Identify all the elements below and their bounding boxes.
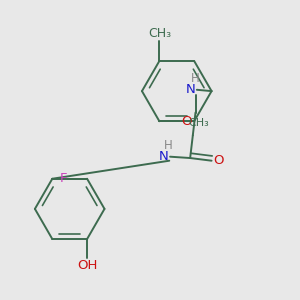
Text: CH₃: CH₃ [188, 118, 209, 128]
Text: CH₃: CH₃ [148, 27, 171, 40]
Text: N: N [159, 150, 169, 163]
Text: H: H [191, 72, 200, 85]
Text: H: H [164, 139, 173, 152]
Text: O: O [214, 154, 224, 167]
Text: O: O [181, 115, 191, 128]
Text: OH: OH [77, 259, 97, 272]
Text: F: F [59, 172, 67, 185]
Text: N: N [186, 83, 196, 96]
